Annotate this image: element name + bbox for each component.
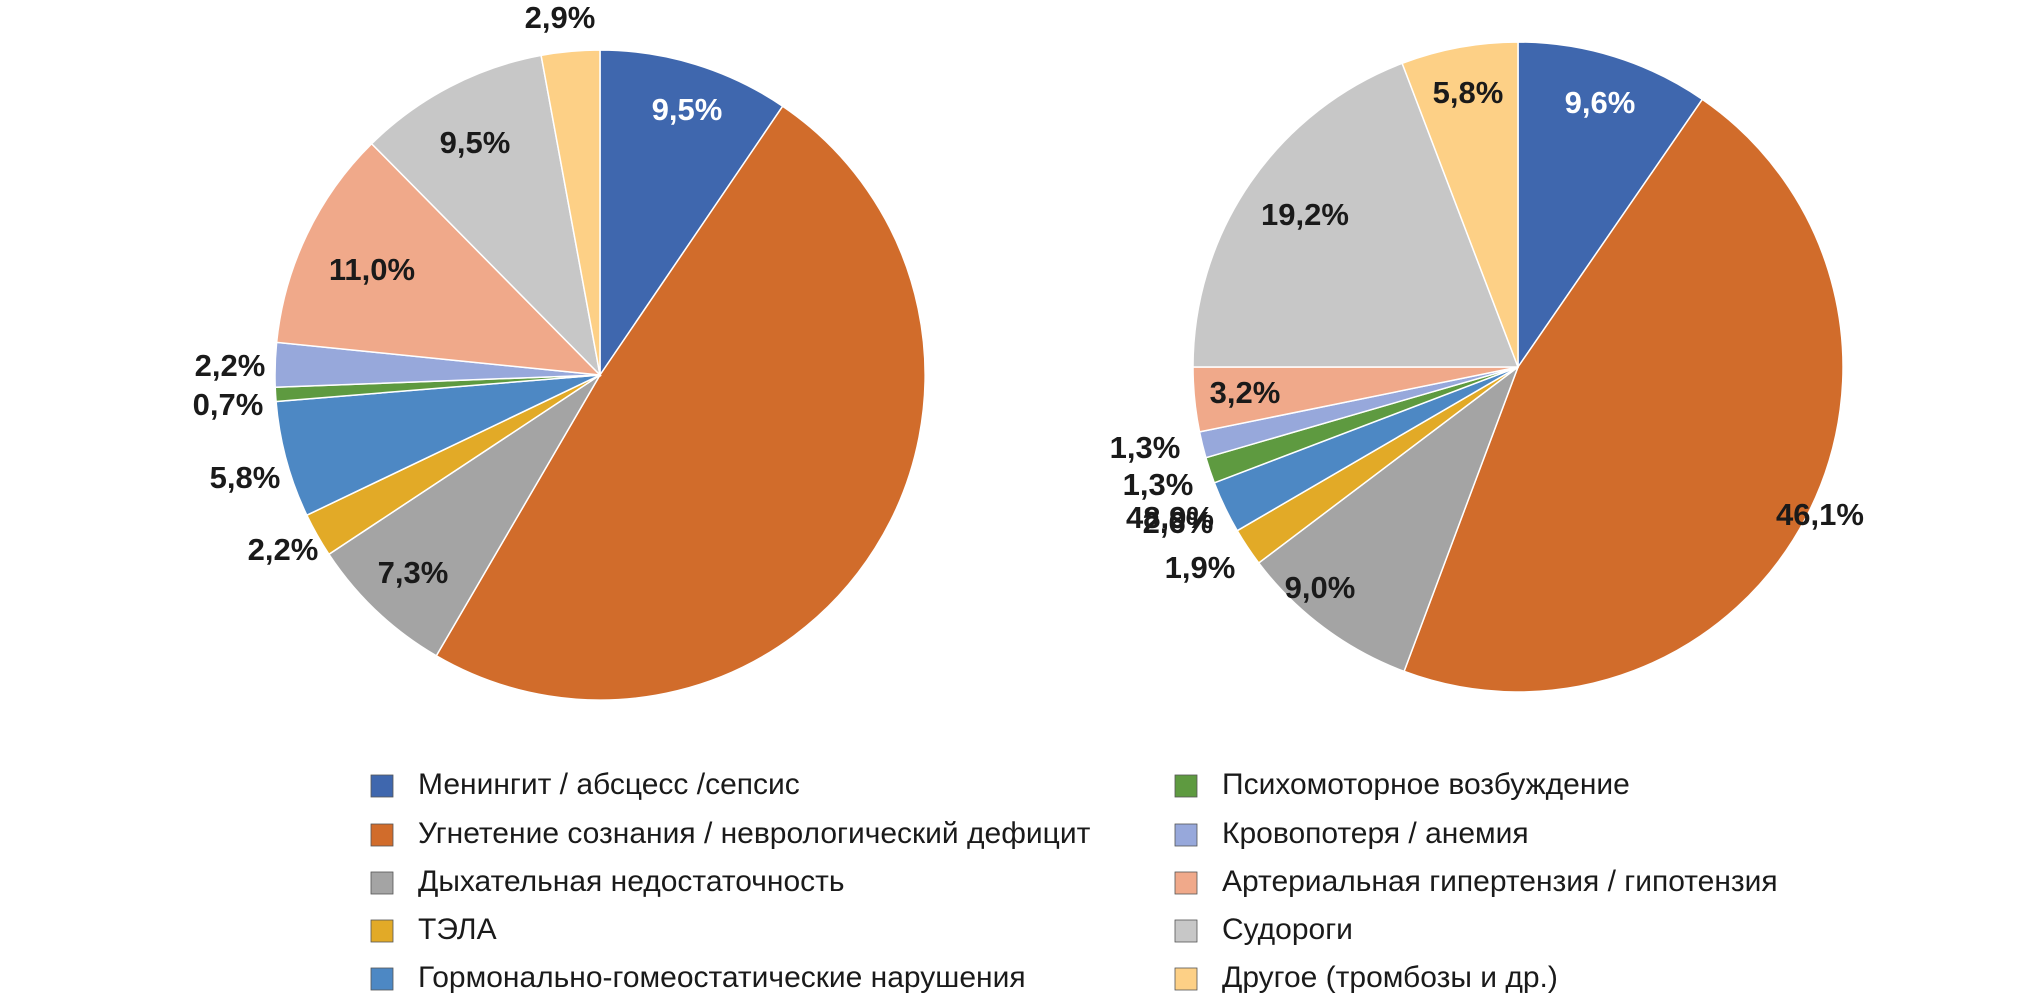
legend-item: ТЭЛА [370,913,497,946]
legend-label: Артериальная гипертензия / гипотензия [1222,865,1778,898]
data-label: 11,0% [329,252,415,287]
legend-item: Угнетение сознания / неврологический деф… [370,817,1091,850]
data-label: 9,6% [1565,85,1636,120]
data-label: 3,2% [1210,375,1281,410]
data-label: 19,2% [1261,197,1349,232]
pie-slice-right-2 [1403,98,1844,693]
legend-item: Менингит / абсцесс /сепсис [370,768,800,801]
data-label: 9,5% [652,92,723,127]
data-label: 2,9% [525,0,596,35]
legend-swatch [1174,871,1198,895]
data-label: 2,2% [195,348,266,383]
pie-slice-left-2 [435,105,926,701]
pie-slice-right-1 [1517,41,1704,370]
data-label: 5,8% [1433,75,1504,110]
data-label: 9,5% [440,125,511,160]
legend-label: Судороги [1222,913,1353,946]
data-label: 2,2% [248,532,319,567]
legend-swatch [370,774,394,798]
pie-slice-left-1 [599,49,784,378]
legend-swatch [1174,774,1198,798]
legend-swatch [370,823,394,847]
legend-swatch [370,919,394,943]
legend-label: Другое (тромбозы и др.) [1222,961,1558,993]
legend-swatch [1174,967,1198,991]
legend-label: Угнетение сознания / неврологический деф… [418,817,1091,850]
legend-swatch [1174,919,1198,943]
legend-swatch [370,967,394,991]
pie-slice-right-10 [1401,41,1519,368]
legend-label: Психомоторное возбуждение [1222,768,1630,801]
legend-label: Кровопотеря / анемия [1222,817,1529,850]
legend-item: Другое (тромбозы и др.) [1174,961,1558,993]
pie-slice-left-3 [327,374,601,657]
data-label: 0,7% [193,387,264,422]
legend-item: Гормонально-гомеостатические нарушения [370,961,1026,993]
data-label: 1,3% [1123,467,1194,502]
legend: Менингит / абсцесс /сепсис Угнетение созн… [370,768,1778,993]
data-label: 7,3% [378,555,449,590]
data-label: 1,3% [1110,430,1181,465]
pie-slice-left-8 [275,142,602,376]
pie-slice-right-3 [1257,364,1520,673]
legend-label: Дыхательная недостаточность [418,865,845,898]
legend-label: ТЭЛА [418,913,497,946]
data-label: 48,9% [1126,500,1214,535]
data-label: 46,1% [1776,497,1864,532]
legend-swatch [370,871,394,895]
data-label: 1,9% [1165,550,1236,585]
legend-item: Психомоторное возбуждение [1174,768,1630,801]
pie-slice-left-9 [370,54,602,378]
data-label: 5,8% [210,460,281,495]
legend-item: Артериальная гипертензия / гипотензия [1174,865,1778,898]
data-label: 2,6% [1143,505,1214,540]
pie-slice-left-10 [540,49,601,376]
legend-label: Гормонально-гомеостатические нарушения [418,961,1026,993]
pie-chart-right: 9,6%46,1%9,0%1,9%2,6%1,3%1,3%3,2%19,2%5,… [1110,41,1864,693]
pie-slice-right-9 [1192,62,1520,368]
legend-item: Кровопотеря / анемия [1174,817,1529,850]
legend-swatch [1174,823,1198,847]
data-label: 9,0% [1285,570,1356,605]
pie-chart-left: 9,5% 48,9% 7,3% 2,2% 5,8% 0,7% 2,2% 11,0% 9,5% 2,… [193,0,1214,701]
legend-item: Дыхательная недостаточность [370,865,845,898]
legend-label: Менингит / абсцесс /сепсис [418,768,800,801]
legend-item: Судороги [1174,913,1353,946]
